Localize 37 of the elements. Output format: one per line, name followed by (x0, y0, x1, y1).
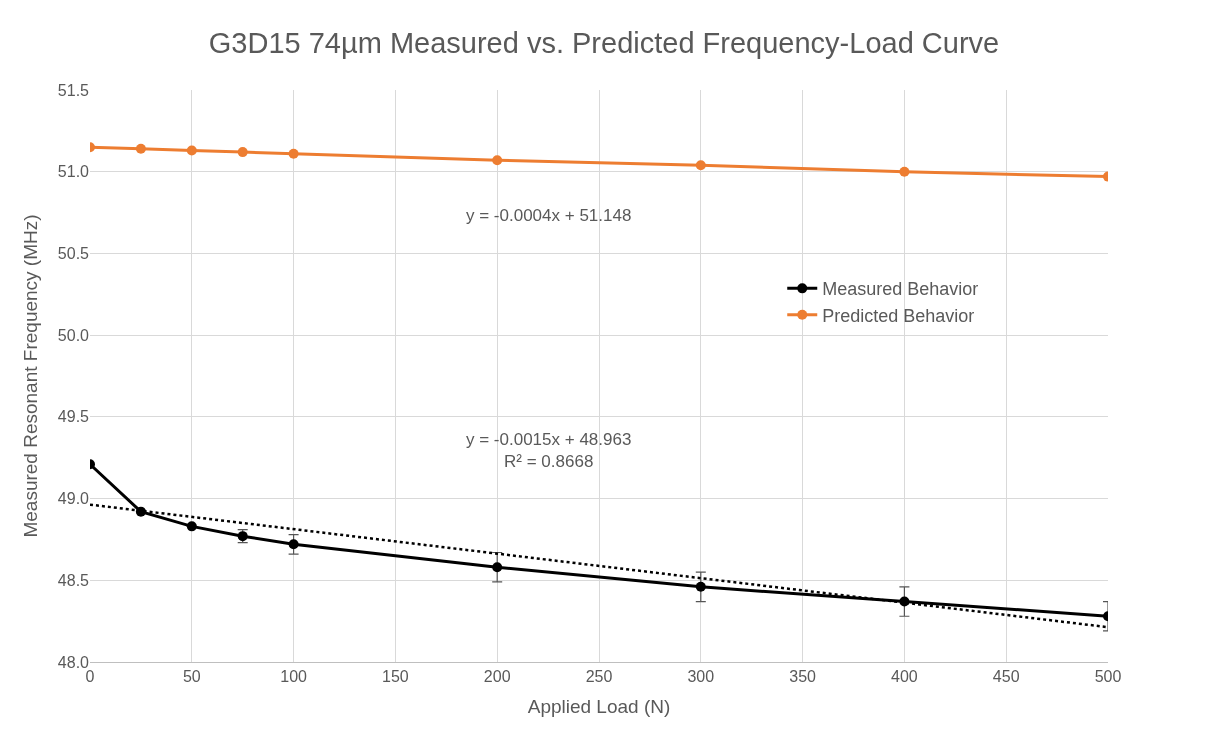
y-axis-title: Measured Resonant Frequency (MHz) (19, 214, 41, 538)
x-tick-label: 250 (585, 668, 613, 686)
point (492, 562, 503, 573)
x-tick-label: 350 (789, 668, 817, 686)
legend-label: Measured Behavior (822, 279, 979, 300)
y-tick-label: 49.5 (57, 408, 90, 426)
annotation: y = -0.0004x + 51.148 (466, 206, 632, 225)
point (186, 521, 197, 532)
chart-title: G3D15 74µm Measured vs. Predicted Frequency-Load Curve (208, 27, 1000, 60)
point (695, 160, 706, 171)
y-tick-label: 50.0 (57, 326, 90, 344)
point (288, 539, 299, 550)
point (135, 143, 146, 154)
y-tick-label: 51.0 (57, 163, 90, 181)
x-tick-label: 100 (280, 668, 308, 686)
x-tick-label: 300 (687, 668, 715, 686)
point (899, 166, 910, 177)
point (237, 147, 248, 158)
y-tick-label: 48.0 (57, 653, 90, 671)
x-tick-label: 500 (1094, 668, 1122, 686)
point (186, 145, 197, 156)
legend-label: Predicted Behavior (822, 305, 975, 326)
y-tick-label: 50.5 (57, 245, 90, 263)
point (695, 581, 706, 592)
x-axis-title: Applied Load (N) (527, 696, 671, 717)
x-tick-label: 50 (182, 668, 201, 686)
y-tick-label: 49.0 (57, 490, 90, 508)
x-tick-label: 150 (382, 668, 409, 686)
x-tick-label: 450 (992, 668, 1020, 686)
x-tick-label: 400 (891, 668, 918, 686)
annotation: y = -0.0015x + 48.963 R² = 0.8668 (466, 430, 632, 472)
x-tick-label: 200 (483, 668, 511, 686)
point (288, 148, 299, 159)
y-tick-label: 48.5 (57, 571, 90, 589)
x-tick-label: 0 (85, 668, 95, 686)
point (492, 155, 503, 166)
y-tick-label: 51.5 (57, 81, 90, 99)
